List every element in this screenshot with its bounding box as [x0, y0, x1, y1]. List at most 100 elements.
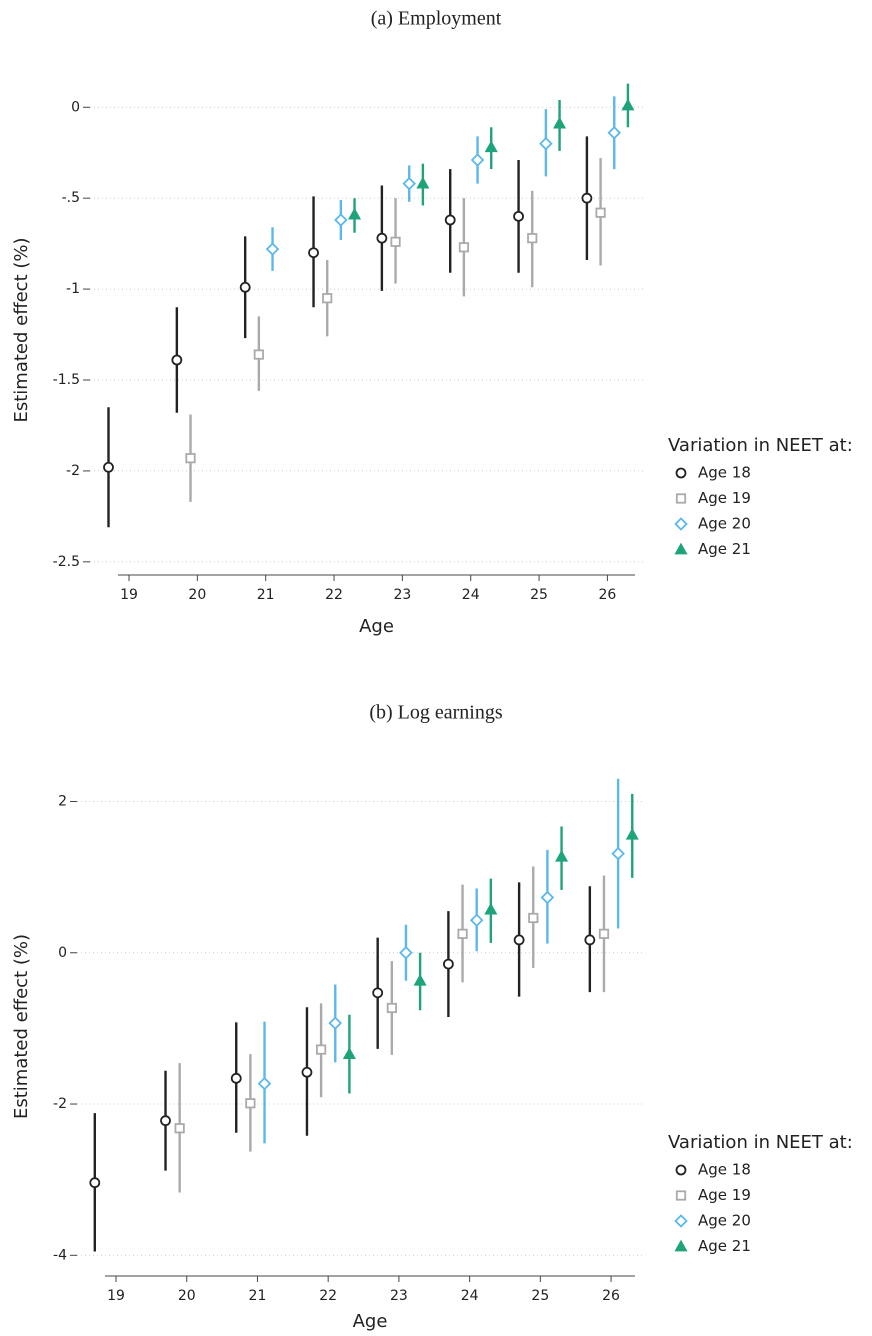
x-tick-label: 25 — [531, 1288, 549, 1304]
marker — [675, 493, 687, 504]
marker — [413, 973, 427, 986]
marker — [675, 1190, 687, 1201]
legend-label: Age 19 — [698, 489, 751, 507]
marker — [160, 1115, 171, 1127]
marker — [444, 214, 456, 226]
marker — [528, 912, 539, 924]
x-tick-label: 24 — [462, 587, 480, 603]
marker — [611, 846, 625, 861]
marker — [342, 1047, 356, 1060]
y-axis-title: Estimated effect (%) — [11, 237, 32, 422]
marker — [253, 349, 264, 360]
legend-label: Age 20 — [698, 1212, 751, 1230]
legend-label: Age 21 — [698, 540, 751, 558]
marker — [265, 242, 280, 256]
marker — [372, 987, 384, 999]
y-tick-label: 0 — [71, 99, 80, 115]
y-tick-label: -2 — [66, 463, 80, 479]
marker — [513, 934, 525, 946]
legend-label: Age 18 — [698, 464, 751, 482]
x-tick-label: 25 — [530, 587, 548, 603]
marker — [171, 354, 183, 366]
legend-title: Variation in NEET at: — [668, 1132, 853, 1153]
y-tick-label: -.5 — [62, 190, 80, 206]
marker — [402, 176, 416, 191]
marker — [328, 1016, 343, 1030]
marker — [675, 1164, 687, 1176]
marker — [316, 1044, 327, 1055]
marker — [484, 902, 498, 915]
marker — [322, 293, 333, 304]
marker — [674, 1214, 688, 1228]
marker — [607, 125, 622, 140]
x-tick-label: 26 — [598, 587, 616, 603]
marker — [555, 849, 569, 862]
marker — [230, 1072, 242, 1084]
marker — [89, 1177, 101, 1189]
marker — [416, 176, 430, 189]
marker — [484, 140, 498, 153]
marker — [334, 213, 348, 227]
x-axis-title: Age — [353, 1311, 388, 1332]
legend-label: Age 19 — [698, 1186, 751, 1204]
marker — [442, 958, 454, 970]
x-tick-label: 24 — [461, 1288, 479, 1304]
legend-label: Age 20 — [698, 515, 751, 533]
y-tick-label: -2.5 — [53, 554, 80, 570]
x-tick-label: 21 — [257, 587, 275, 603]
marker — [390, 236, 401, 247]
y-tick-label: 2 — [58, 793, 67, 809]
x-tick-label: 22 — [325, 587, 343, 603]
chart-title: (a) Employment — [371, 8, 502, 30]
x-tick-label: 19 — [107, 1288, 125, 1304]
y-tick-label: 0 — [58, 945, 67, 961]
marker — [513, 210, 524, 222]
x-tick-label: 19 — [120, 587, 138, 603]
y-tick-label: -2 — [53, 1096, 67, 1112]
x-tick-label: 20 — [178, 1288, 196, 1304]
x-tick-label: 21 — [249, 1288, 267, 1304]
marker — [674, 517, 688, 531]
y-axis-title: Estimated effect (%) — [11, 934, 32, 1119]
x-tick-label: 23 — [393, 587, 411, 603]
x-tick-label: 26 — [602, 1288, 620, 1304]
marker — [527, 233, 538, 244]
marker — [308, 247, 319, 259]
chart-title: (b) Log earnings — [369, 702, 503, 724]
marker — [598, 928, 610, 939]
marker — [584, 934, 596, 946]
marker — [470, 153, 485, 167]
y-tick-label: -4 — [53, 1247, 67, 1263]
marker — [539, 136, 553, 151]
marker — [595, 207, 606, 218]
marker — [469, 913, 484, 927]
marker — [675, 467, 687, 479]
marker — [185, 453, 196, 464]
marker — [399, 945, 413, 960]
marker — [386, 1002, 397, 1014]
x-tick-label: 22 — [319, 1288, 337, 1304]
legend-title: Variation in NEET at: — [668, 435, 853, 456]
marker — [458, 242, 469, 253]
marker — [457, 928, 468, 939]
marker — [301, 1066, 313, 1078]
marker — [174, 1123, 185, 1134]
x-axis-title: Age — [359, 616, 394, 637]
y-tick-label: -1.5 — [53, 372, 80, 388]
marker — [625, 827, 639, 840]
marker — [348, 207, 362, 220]
x-tick-label: 23 — [390, 1288, 408, 1304]
marker — [376, 232, 388, 244]
marker — [674, 542, 688, 555]
marker — [257, 1076, 272, 1091]
marker — [581, 192, 593, 204]
marker — [245, 1098, 256, 1109]
marker — [540, 890, 555, 905]
marker — [674, 1239, 688, 1252]
marker — [239, 281, 251, 293]
y-tick-label: -1 — [66, 281, 80, 297]
legend-label: Age 21 — [698, 1237, 751, 1255]
marker — [103, 461, 114, 473]
